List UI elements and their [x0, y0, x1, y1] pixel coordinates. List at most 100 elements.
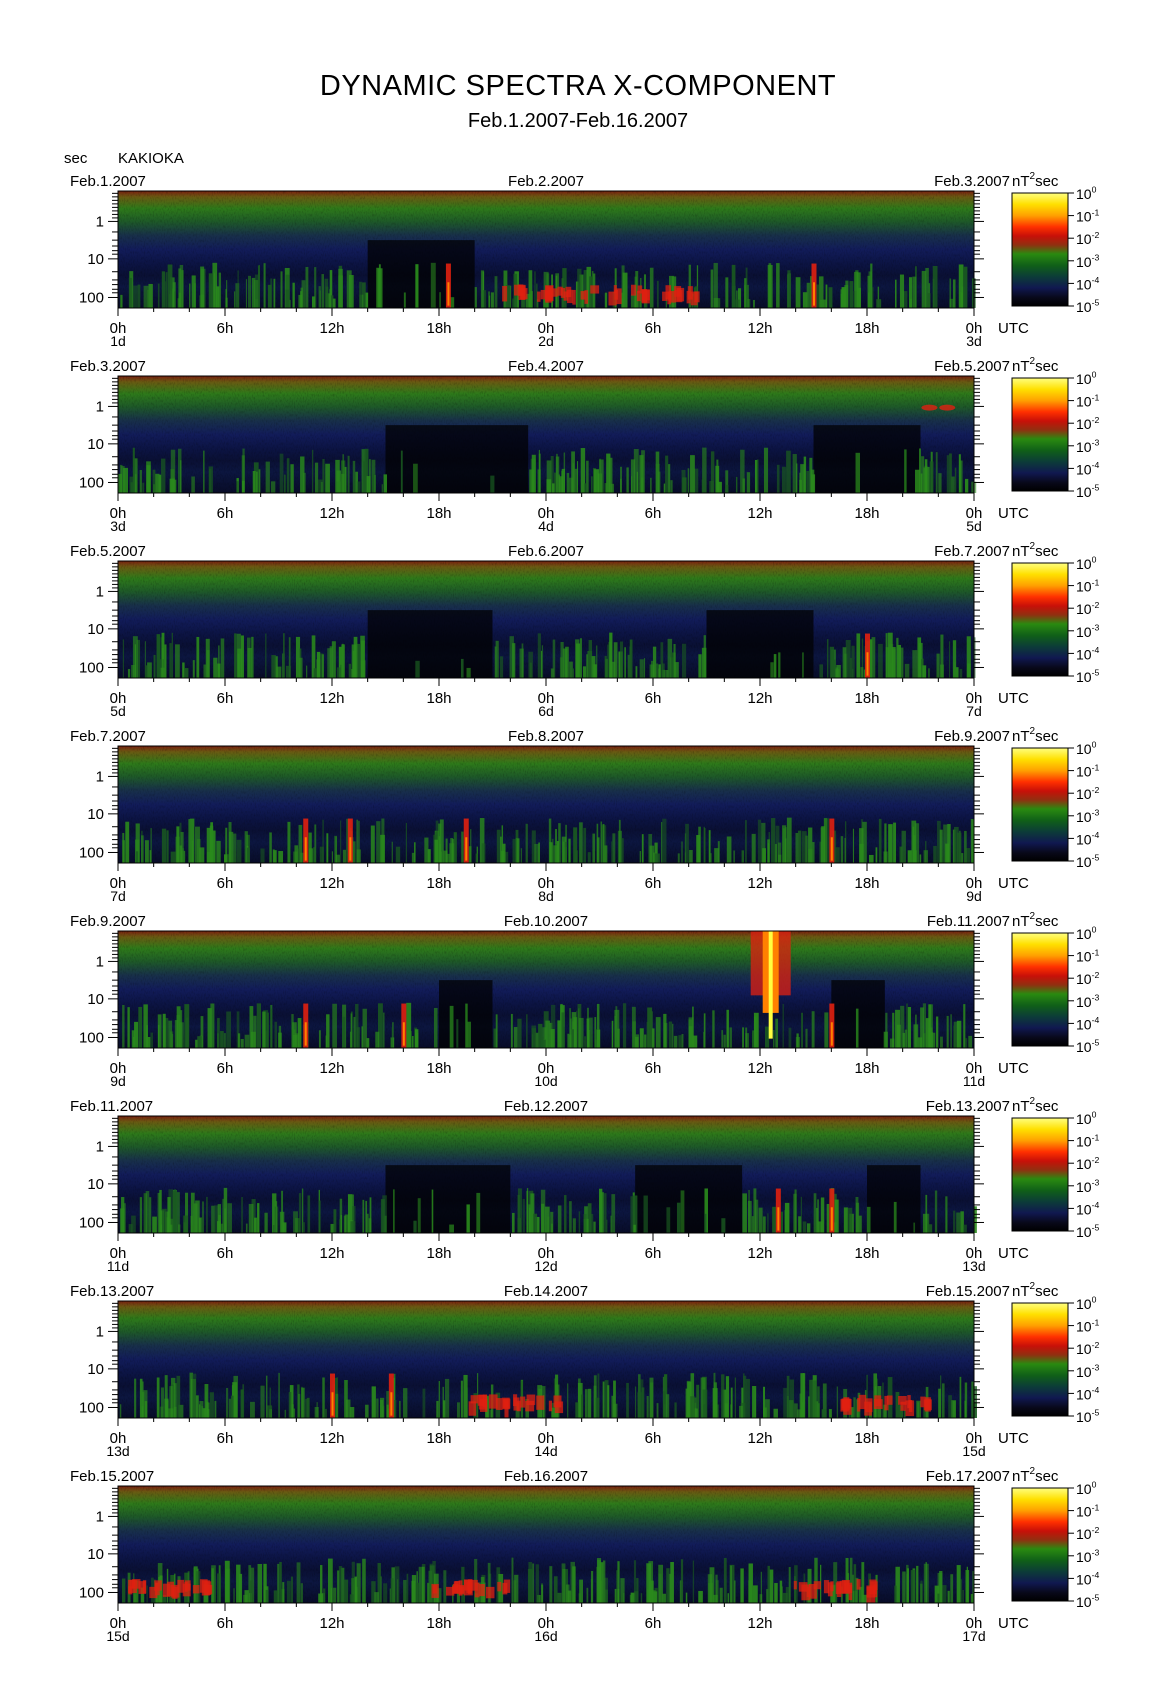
activity-streak — [314, 824, 317, 863]
activity-streak — [845, 821, 847, 863]
activity-streak — [431, 1189, 434, 1233]
activity-streak — [362, 1199, 365, 1233]
activity-streak — [912, 650, 918, 678]
activity-streak — [301, 1387, 305, 1418]
activity-streak — [604, 1380, 609, 1418]
activity-streak — [888, 824, 893, 863]
activity-streak — [590, 1213, 594, 1233]
activity-streak — [505, 851, 509, 863]
activity-streak — [633, 449, 639, 493]
colorbar-unit: nT2sec — [1012, 726, 1059, 745]
activity-streak — [875, 847, 878, 863]
activity-streak — [166, 830, 169, 863]
colorbar-tick-label: 10-1 — [1076, 1317, 1099, 1334]
activity-streak — [715, 465, 720, 493]
mid-date: Feb.6.2007 — [508, 543, 584, 560]
left-date: Feb.5.2007 — [70, 543, 146, 560]
activity-streak — [536, 299, 539, 308]
utc-label: UTC — [998, 320, 1029, 337]
activity-streak — [782, 1003, 784, 1048]
activity-streak — [209, 825, 214, 863]
activity-streak — [593, 1221, 596, 1233]
activity-streak — [604, 845, 608, 863]
activity-streak — [754, 459, 758, 493]
event-spike-core — [830, 1207, 833, 1231]
activity-streak — [461, 831, 464, 863]
activity-streak — [223, 1033, 226, 1048]
activity-streak — [806, 470, 810, 493]
activity-streak — [145, 665, 148, 678]
activity-streak — [437, 1588, 442, 1603]
activity-streak — [218, 272, 222, 308]
activity-streak — [936, 653, 940, 678]
activity-streak — [167, 264, 173, 308]
activity-streak — [557, 1205, 562, 1233]
day-label: 17d — [962, 1628, 985, 1644]
activity-streak — [403, 292, 406, 308]
event-band — [502, 285, 508, 302]
activity-streak — [644, 1034, 647, 1048]
colorbar-tick-label: 10-2 — [1076, 230, 1099, 247]
activity-streak — [333, 1209, 337, 1233]
colorbar — [1011, 562, 1069, 677]
activity-streak — [528, 270, 533, 308]
activity-streak — [474, 287, 477, 308]
activity-streak — [962, 266, 968, 308]
activity-streak — [528, 651, 533, 678]
activity-streak — [256, 1003, 262, 1048]
activity-streak — [203, 450, 205, 493]
activity-streak — [871, 637, 876, 678]
activity-streak — [517, 1188, 522, 1233]
activity-streak — [767, 1213, 769, 1233]
activity-streak — [535, 1032, 540, 1048]
activity-streak — [199, 1404, 201, 1418]
activity-streak — [899, 647, 904, 678]
activity-streak — [639, 851, 641, 863]
activity-streak — [242, 448, 245, 493]
activity-streak — [774, 1583, 778, 1603]
activity-streak — [904, 449, 907, 493]
activity-streak — [859, 843, 864, 863]
day-label: 12d — [534, 1258, 557, 1274]
activity-streak — [954, 826, 959, 863]
activity-streak — [906, 1573, 909, 1603]
activity-streak — [734, 1580, 736, 1603]
activity-streak — [531, 1025, 536, 1048]
event-band — [560, 287, 566, 298]
activity-streak — [191, 275, 196, 308]
activity-streak — [306, 665, 308, 678]
event-band — [674, 290, 683, 303]
activity-streak — [413, 463, 418, 493]
activity-streak — [377, 1563, 381, 1603]
activity-streak — [586, 266, 592, 308]
activity-streak — [586, 1018, 590, 1048]
activity-streak — [617, 1561, 620, 1603]
activity-streak — [764, 1026, 770, 1048]
activity-streak — [733, 850, 735, 863]
activity-streak — [123, 467, 128, 493]
activity-streak — [613, 642, 618, 678]
event-band — [580, 291, 586, 300]
day-label: 9d — [966, 888, 982, 904]
event-band — [553, 1395, 562, 1408]
colorbar — [1011, 192, 1069, 307]
activity-streak — [278, 1372, 280, 1418]
activity-streak — [395, 846, 401, 863]
activity-streak — [227, 1203, 232, 1233]
x-tick-label: 12h — [747, 875, 772, 892]
activity-streak — [330, 1223, 335, 1233]
activity-streak — [730, 1404, 732, 1418]
activity-streak — [582, 666, 587, 678]
activity-streak — [809, 457, 813, 493]
activity-streak — [656, 1403, 659, 1418]
activity-streak — [636, 1578, 639, 1603]
activity-streak — [254, 1217, 257, 1233]
activity-streak — [515, 838, 520, 863]
activity-streak — [181, 270, 184, 308]
colorbar — [1011, 747, 1069, 862]
activity-streak — [160, 667, 165, 678]
mid-date: Feb.16.2007 — [504, 1468, 588, 1485]
activity-streak — [566, 472, 570, 493]
activity-streak — [386, 1391, 392, 1418]
activity-streak — [664, 1374, 668, 1418]
